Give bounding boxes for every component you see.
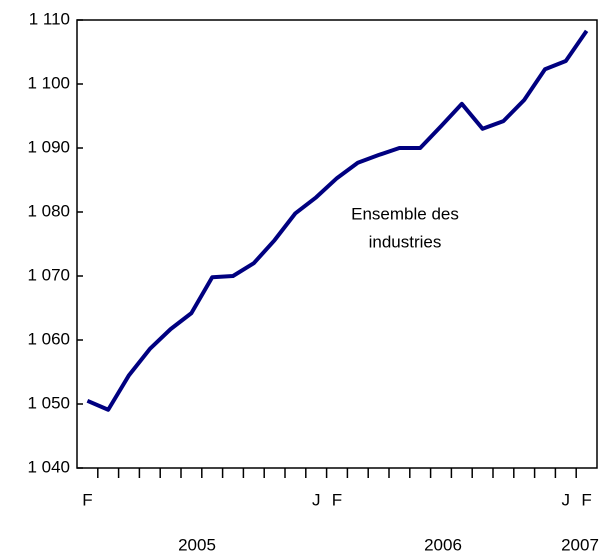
- y-tick-label: 1 110: [29, 9, 70, 28]
- annotation: Ensemble des: [351, 204, 459, 223]
- x-tick-label: J: [562, 490, 571, 509]
- year-label: 2007: [561, 535, 599, 554]
- y-tick-label: 1 040: [27, 457, 70, 476]
- y-tick-label: 1 090: [27, 137, 70, 156]
- annotation: industries: [369, 232, 442, 251]
- x-tick-label: F: [82, 490, 92, 509]
- x-tick-label: J: [312, 490, 321, 509]
- year-label: 2006: [424, 535, 462, 554]
- year-label: 2005: [178, 535, 216, 554]
- y-tick-label: 1 080: [27, 201, 70, 220]
- plot-frame: [76, 19, 598, 469]
- line: [86, 29, 589, 412]
- y-tick-label: 1 100: [27, 73, 70, 92]
- y-tick-label: 1 050: [27, 393, 70, 412]
- y-tick-label: 1 060: [27, 329, 70, 348]
- x-tick-label: F: [332, 490, 342, 509]
- y-tick-label: 1 070: [27, 265, 70, 284]
- x-tick-label: F: [581, 490, 591, 509]
